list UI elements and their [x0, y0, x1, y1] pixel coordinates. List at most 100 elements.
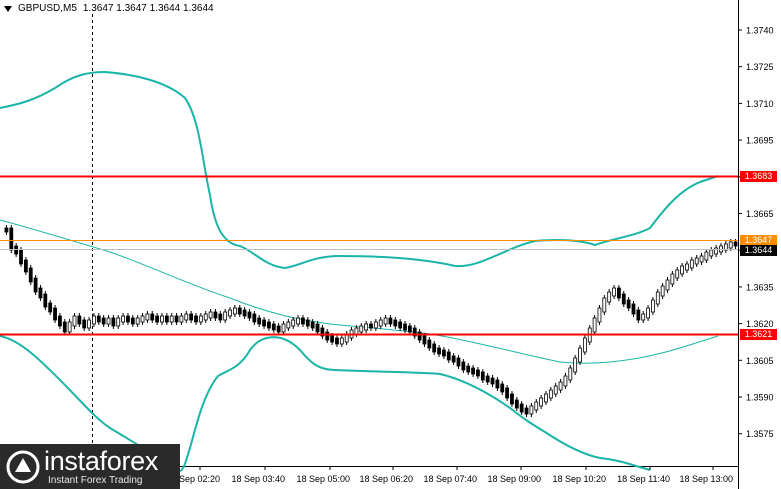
- candle-body: [514, 399, 519, 409]
- candle-body: [257, 317, 262, 325]
- time-tick-label: 18 Sep 09:00: [487, 474, 541, 484]
- level-lines: [0, 175, 738, 336]
- candle-body: [296, 317, 300, 325]
- candle-body: [310, 321, 315, 329]
- candle-body: [28, 267, 33, 283]
- middle-band: [0, 219, 719, 364]
- candle-body: [607, 291, 612, 303]
- lower-band: [0, 335, 651, 472]
- lower-level-tag: 1.3621: [740, 329, 777, 340]
- candle-body: [237, 307, 242, 315]
- candle-body: [150, 313, 155, 321]
- candle-body: [155, 315, 160, 323]
- candle-body: [111, 317, 116, 327]
- candle-body: [4, 227, 9, 233]
- candle-body: [106, 317, 111, 325]
- candle-body: [116, 317, 121, 327]
- candle-body: [364, 323, 369, 331]
- time-tick-label: 18 Sep 06:20: [359, 474, 413, 484]
- time-tick-label: 18 Sep 10:20: [552, 474, 606, 484]
- candle-body: [660, 285, 665, 297]
- candle-body: [189, 313, 194, 321]
- candle-body: [130, 317, 135, 325]
- candle-body: [48, 302, 53, 313]
- candle-body: [437, 347, 441, 355]
- candle-body: [573, 357, 578, 373]
- candle-body: [446, 351, 451, 361]
- candle-body: [305, 319, 310, 327]
- candle-body: [354, 327, 359, 335]
- candle-body: [680, 265, 684, 275]
- candle-body: [23, 259, 28, 273]
- candle-body: [301, 317, 305, 325]
- candle-body: [325, 331, 330, 341]
- candle-body: [72, 315, 77, 327]
- candle-body: [636, 309, 641, 321]
- candle-body: [330, 335, 335, 343]
- candle-body: [407, 325, 412, 333]
- candle-body: [281, 323, 286, 333]
- candle-body: [164, 315, 169, 323]
- candle-body: [544, 393, 548, 403]
- candle-body: [704, 251, 709, 261]
- candle-body: [534, 401, 539, 411]
- candle-body: [135, 317, 140, 325]
- candle-body: [651, 299, 655, 313]
- candle-body: [505, 387, 510, 399]
- logo-tagline: Instant Forex Trading: [48, 475, 143, 486]
- candle-body: [466, 365, 471, 373]
- candle-body: [276, 325, 281, 333]
- candle-body: [670, 273, 675, 285]
- candle-body: [252, 313, 257, 323]
- candle-body: [403, 323, 407, 331]
- price-tick-label: 1.3740: [746, 26, 774, 36]
- candle-body: [369, 323, 373, 329]
- candle-body: [228, 309, 232, 317]
- candlesticks: [4, 225, 738, 417]
- candle-body: [524, 407, 529, 415]
- instaforex-logo-icon: [6, 450, 40, 484]
- candle-body: [655, 291, 660, 305]
- candle-body: [694, 257, 699, 265]
- candle-body: [699, 255, 704, 263]
- candle-body: [286, 321, 291, 329]
- candle-body: [500, 383, 505, 393]
- candle-body: [335, 337, 339, 345]
- candle-body: [568, 367, 573, 381]
- candle-body: [451, 355, 456, 363]
- candle-body: [169, 315, 174, 323]
- candle-body: [685, 263, 689, 271]
- candle-body: [62, 321, 67, 333]
- candle-body: [689, 259, 694, 269]
- candle-body: [77, 315, 82, 325]
- candle-body: [203, 313, 208, 321]
- candle-body: [101, 317, 106, 325]
- candle-body: [617, 287, 621, 299]
- price-tick-label: 1.3665: [746, 209, 774, 219]
- current-price-tag: 1.3644: [740, 245, 777, 256]
- candle-body: [558, 381, 563, 391]
- instaforex-logo: instaforex Instant Forex Trading: [0, 444, 180, 489]
- candle-body: [388, 317, 393, 325]
- candle-body: [194, 315, 198, 323]
- price-tick-label: 1.3725: [746, 62, 774, 72]
- candle-body: [184, 313, 189, 321]
- price-tick-label: 1.3590: [746, 393, 774, 403]
- candle-body: [198, 315, 203, 323]
- candle-body: [213, 311, 218, 319]
- candle-body: [412, 327, 417, 337]
- time-tick-label: 18 Sep 02:20: [166, 474, 220, 484]
- candle-body: [461, 361, 466, 371]
- candle-body: [641, 313, 646, 321]
- dropdown-triangle-icon[interactable]: [4, 5, 12, 12]
- candle-body: [597, 307, 602, 323]
- candle-body: [529, 405, 534, 415]
- candle-body: [87, 319, 91, 329]
- time-tick-label: 18 Sep 13:00: [679, 474, 733, 484]
- candle-body: [592, 317, 597, 333]
- candle-body: [67, 321, 72, 333]
- candle-body: [160, 315, 164, 323]
- candle-body: [291, 319, 296, 327]
- candle-body: [373, 321, 378, 329]
